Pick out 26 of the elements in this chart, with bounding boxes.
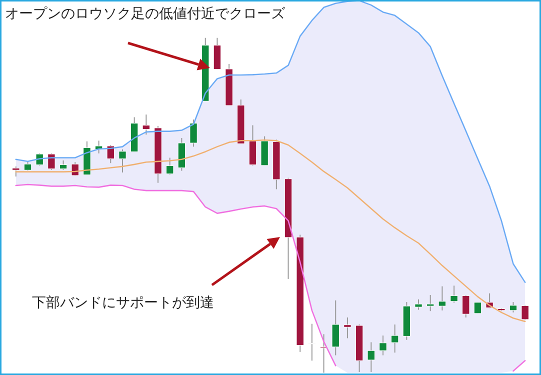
candlestick (308, 323, 316, 362)
candlestick (450, 285, 458, 304)
candlestick (332, 300, 340, 356)
candlestick (248, 124, 257, 166)
candlestick (509, 302, 518, 313)
candlestick (24, 160, 32, 172)
candlestick (521, 304, 529, 321)
candlestick (462, 294, 470, 318)
candlestick (379, 335, 387, 356)
candlestick (438, 286, 446, 311)
candlestick (414, 298, 422, 310)
candlestick (474, 302, 482, 314)
candlestick (367, 342, 375, 373)
candlestick (59, 160, 68, 170)
candlestick (71, 162, 79, 176)
candlestick (12, 166, 20, 177)
annotation: 下部バンドにサポートが到達 (32, 295, 214, 311)
candlestick (118, 148, 126, 173)
candlestick (142, 114, 150, 136)
candlestick (390, 324, 399, 354)
candlestick (190, 119, 198, 148)
candlestick (166, 157, 174, 175)
candlestick (106, 144, 114, 164)
candlestick (344, 316, 352, 339)
candlestick (426, 294, 434, 312)
text: オープンのロウソク足の低値付近でクローズ (5, 6, 286, 22)
